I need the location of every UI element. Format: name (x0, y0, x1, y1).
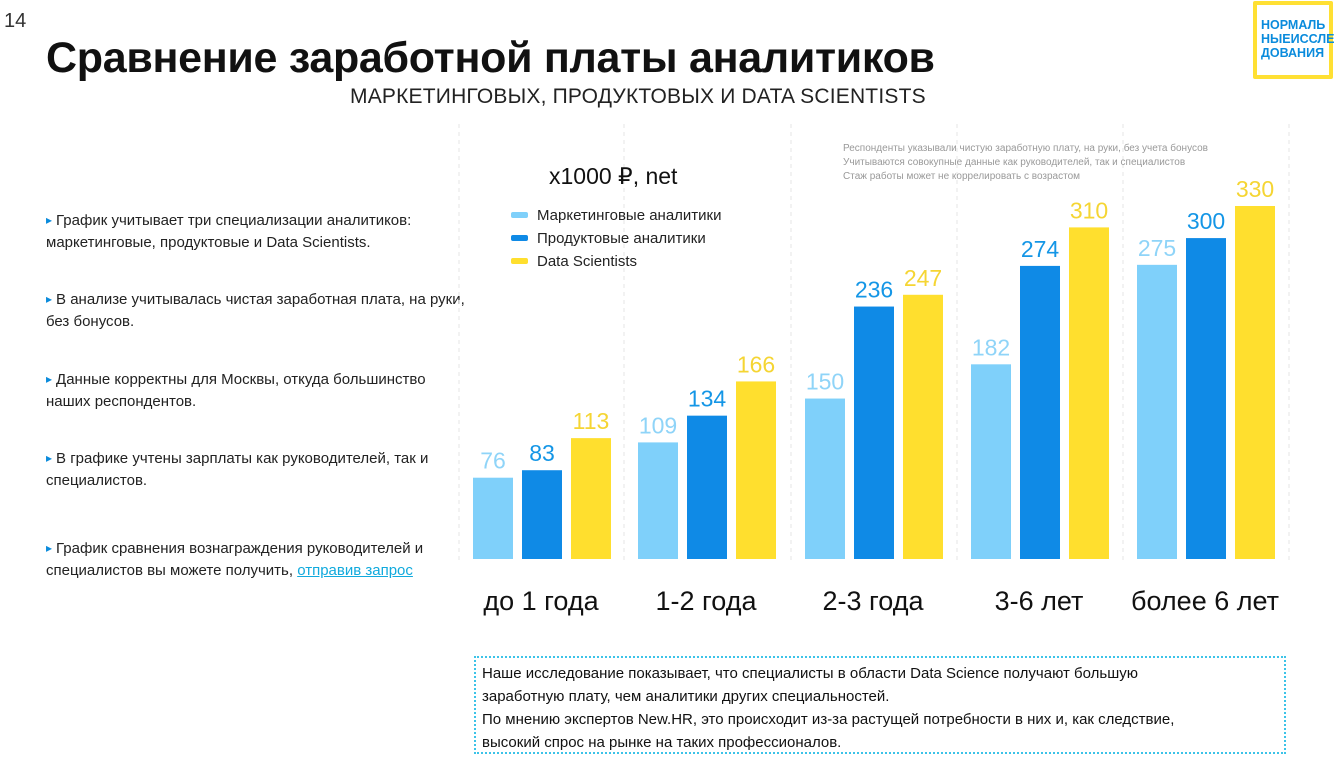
bar (854, 306, 894, 559)
page-subtitle: МАРКЕТИНГОВЫХ, ПРОДУКТОВЫХ И DATA SCIENT… (350, 85, 926, 108)
conclusion-line: высокий спрос на рынке на таких професси… (482, 734, 842, 751)
bullet-text: Данные корректны для Москвы, откуда боль… (46, 371, 426, 410)
data-label: 83 (529, 440, 555, 466)
request-link[interactable]: отправив запрос (297, 562, 413, 579)
bar (903, 294, 943, 559)
conclusion-line: заработную плату, чем аналитики других с… (482, 688, 890, 705)
data-label: 300 (1187, 208, 1225, 234)
logo-line: НОРМАЛЬ (1261, 18, 1326, 32)
legend-swatch (511, 212, 528, 218)
page-title: Сравнение заработной платы аналитиков (46, 34, 935, 82)
bar (687, 415, 727, 559)
bullet-item: В графике учтены зарплаты как руководите… (46, 447, 466, 492)
conclusion-line: Наше исследование показывает, что специа… (482, 665, 1138, 682)
salary-bar-chart: 76 83 113 до 1 года 109 134 166 1-2 года 150 236 2… (458, 124, 1290, 616)
data-label: 113 (573, 408, 610, 434)
category-label: 1-2 года (656, 586, 758, 616)
bar (1020, 265, 1060, 559)
legend-swatch (511, 235, 528, 241)
category-label: 2-3 года (823, 586, 925, 616)
chart-note: Стаж работы может не коррелировать с воз… (843, 170, 1080, 182)
category-label: 3-6 лет (995, 586, 1084, 616)
bullet-item: График сравнения вознаграждения руководи… (46, 537, 466, 582)
page-number: 14 (4, 10, 27, 32)
bullet-text: В анализе учитывалась чистая заработная … (46, 291, 465, 330)
legend-label: Data Scientists (537, 253, 637, 270)
data-label: 166 (737, 351, 775, 377)
data-label: 274 (1021, 236, 1060, 262)
data-label: 236 (855, 277, 893, 303)
unit-label: x1000 ₽, net (549, 163, 678, 189)
conclusion-box: Наше исследование показывает, что специа… (474, 656, 1286, 754)
logo-line: ДОВАНИЯ (1261, 46, 1325, 60)
chart-note: Учитываются совокупные данные как руково… (843, 157, 1185, 168)
bar (522, 470, 562, 559)
bar (1186, 238, 1226, 559)
bar (736, 381, 776, 559)
chart-note: Респонденты указывали чистую заработную … (843, 142, 1208, 154)
bar (805, 398, 845, 559)
bullet-item: График учитывает три специализации анали… (46, 209, 466, 254)
data-label: 182 (972, 334, 1010, 360)
data-label: 76 (480, 448, 506, 474)
bar (638, 442, 678, 559)
data-label: 310 (1070, 197, 1108, 223)
bar (1137, 264, 1177, 559)
bullet-item: В анализе учитывалась чистая заработная … (46, 288, 466, 333)
legend-label: Маркетинговые аналитики (537, 207, 722, 224)
bar (1069, 227, 1109, 560)
bullet-text: В графике учтены зарплаты как руководите… (46, 450, 429, 489)
data-label: 134 (688, 386, 727, 412)
category-label: до 1 года (483, 586, 599, 616)
legend-swatch (511, 258, 528, 264)
data-label: 275 (1138, 235, 1176, 261)
conclusion-line: По мнению экспертов New.HR, это происход… (482, 711, 1175, 728)
data-label: 150 (806, 369, 844, 395)
bar (473, 477, 513, 559)
bar (571, 438, 611, 559)
bar (971, 364, 1011, 559)
brand-logo: НОРМАЛЬ НЫЕИССЛЕ ДОВАНИЯ (1253, 1, 1335, 79)
data-label: 109 (639, 412, 677, 438)
bullet-text: График сравнения вознаграждения руководи… (46, 540, 424, 579)
data-label: 247 (904, 265, 942, 291)
bullet-item: Данные корректны для Москвы, откуда боль… (46, 368, 466, 413)
category-label: более 6 лет (1131, 586, 1279, 616)
bar (1235, 206, 1275, 559)
data-label: 330 (1236, 176, 1274, 202)
logo-line: НЫЕИССЛЕ (1261, 32, 1335, 46)
bullet-text: График учитывает три специализации анали… (46, 212, 412, 251)
legend-label: Продуктовые аналитики (537, 230, 706, 247)
